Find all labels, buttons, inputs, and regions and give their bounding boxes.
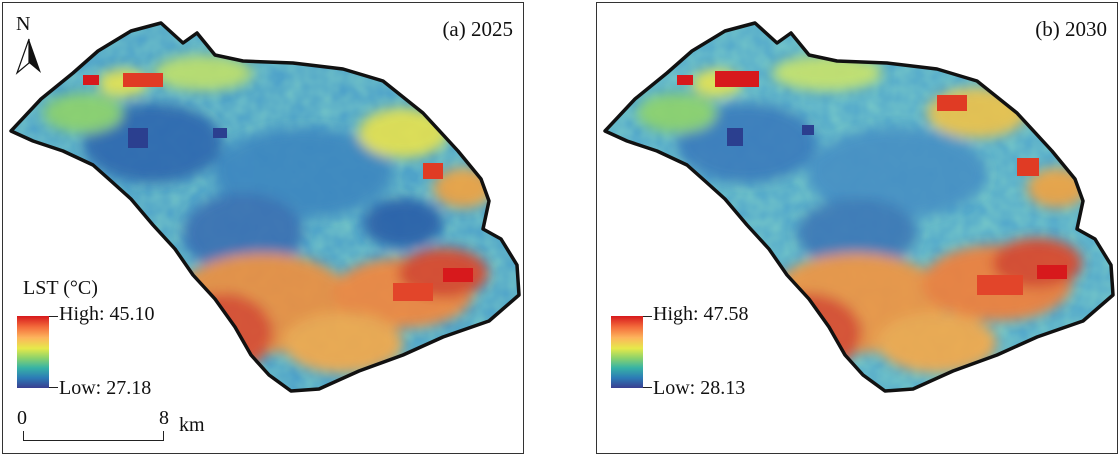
legend-color-ramp-2025 <box>17 316 49 388</box>
scale-bar-unit: km <box>179 414 205 436</box>
legend-high-label-2030: High: 47.58 <box>653 303 749 325</box>
legend-high-tick <box>49 316 58 318</box>
scale-bar-max-label: 8 <box>159 407 169 429</box>
scale-bar-left-tick <box>23 431 25 441</box>
legend-low-tick <box>49 387 58 389</box>
legend-high-tick <box>643 316 652 318</box>
legend-title: LST (°C) <box>23 277 98 299</box>
north-label: N <box>16 13 31 35</box>
panel-title-2025: (a) 2025 <box>442 17 513 41</box>
legend-low-tick <box>643 387 652 389</box>
legend-color-ramp-2030 <box>611 316 643 388</box>
lst-map-2025 <box>9 21 521 393</box>
scale-bar-line <box>24 440 164 442</box>
legend-low-label-2025: Low: 27.18 <box>59 377 152 399</box>
panel-title-2030: (b) 2030 <box>1035 17 1107 41</box>
lst-map-2030 <box>603 21 1115 393</box>
legend-low-label-2030: Low: 28.13 <box>653 377 746 399</box>
study-area-boundary-2030 <box>603 21 1115 393</box>
scale-bar-zero-label: 0 <box>17 407 27 429</box>
map-panel-2025: (a) 2025 N LST (°C) High: 45.10 Low: 27.… <box>2 2 524 454</box>
north-arrow-icon <box>15 38 41 75</box>
scale-bar-right-tick <box>163 431 165 441</box>
map-panel-2030: (b) 2030 High: 47.58 Low: 28.13 <box>596 2 1118 454</box>
study-area-boundary-2025 <box>9 21 521 393</box>
legend-high-label-2025: High: 45.10 <box>59 303 155 325</box>
